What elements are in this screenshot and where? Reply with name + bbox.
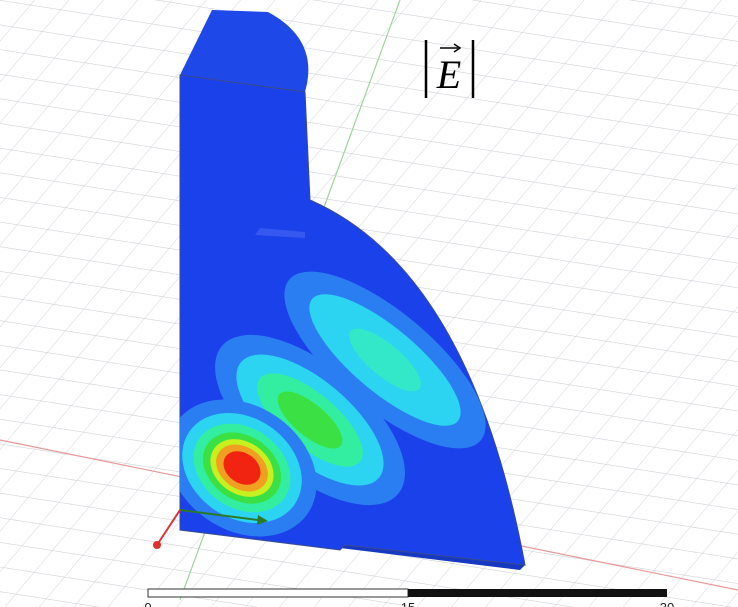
scale-label: 0: [144, 600, 151, 607]
page: {"field_label": "E", "scale_bar": {"labe…: [0, 0, 738, 607]
scale-label: 15: [401, 600, 415, 607]
scale-label: 30: [660, 600, 674, 607]
field-symbol: E: [436, 52, 461, 97]
field-plot: E 0 15 30: [0, 0, 738, 607]
